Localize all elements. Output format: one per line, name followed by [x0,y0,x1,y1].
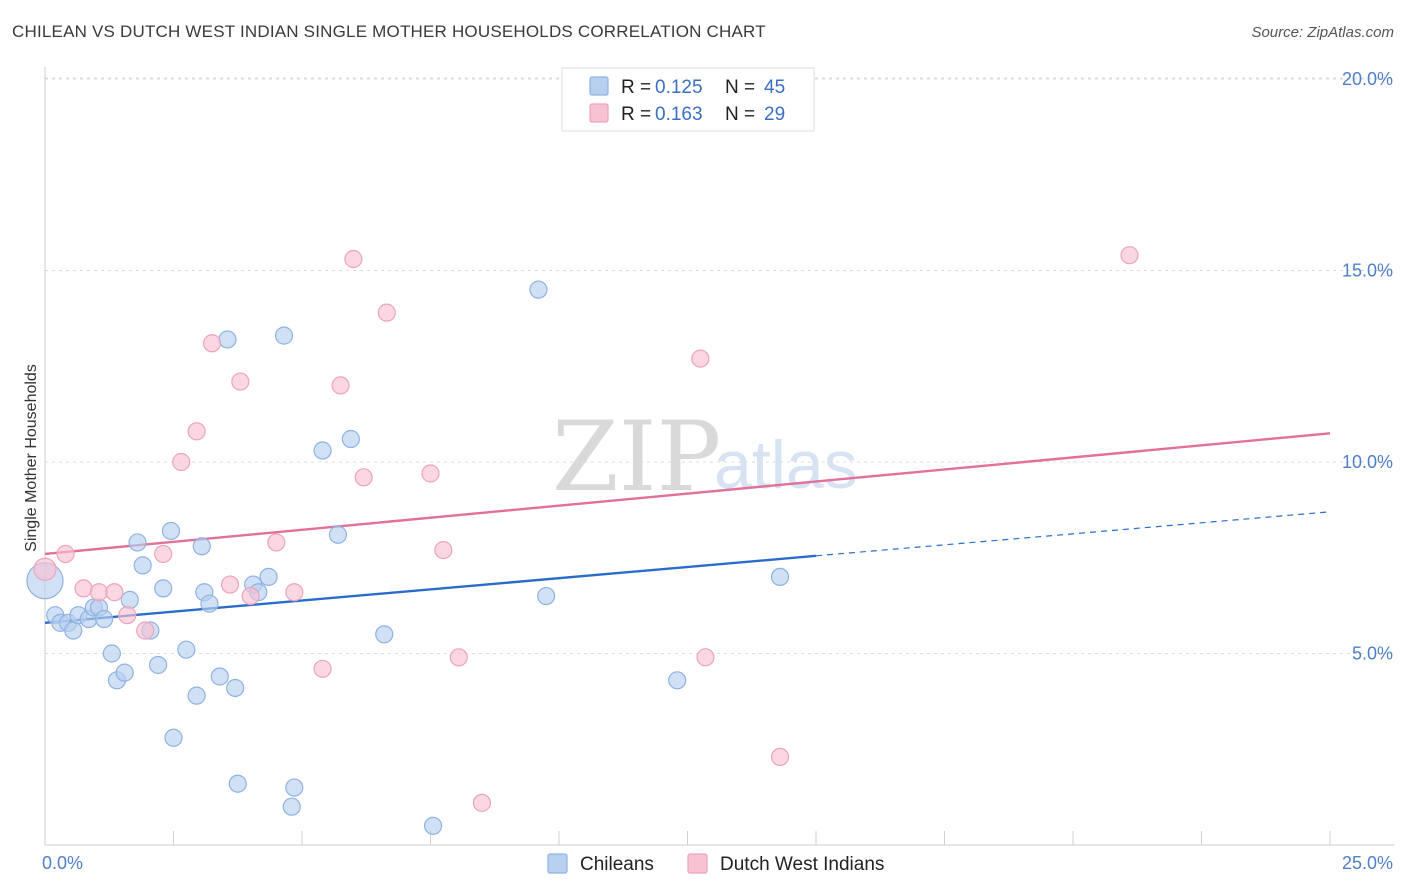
y-tick-label: 5.0% [1352,644,1393,664]
legend-n-label: N = [725,77,755,98]
point-chileans [341,429,360,449]
point-chileans [95,609,114,629]
y-tick-label: 10.0% [1342,452,1393,472]
point-chileans [200,594,219,613]
trend-lines [44,432,1331,625]
source-credit: Source: ZipAtlas.com [1251,24,1394,41]
legend-n-value: 45 [764,77,785,98]
bottom-legend-swatch-dutch-west-indians [687,853,708,874]
point-dutch-west-indians [136,621,155,640]
point-chileans [282,797,301,816]
point-dutch-west-indians [344,249,363,269]
point-chileans [120,590,139,609]
point-chileans [210,667,229,686]
legend-n-label: N = [725,104,755,125]
legend: R = 0.125 N = 45 R = 0.163 N = 29 [561,67,815,132]
point-chileans [148,655,168,675]
point-chileans [668,671,687,690]
point-dutch-west-indians [285,583,304,602]
watermark: ZIP atlas [552,401,858,513]
point-dutch-west-indians [202,334,222,353]
point-chileans [537,586,556,606]
point-dutch-west-indians [241,586,260,606]
point-dutch-west-indians [696,648,715,667]
point-chileans [192,537,211,556]
point-chileans [164,728,183,747]
legend-r-value: 0.163 [655,104,703,125]
point-dutch-west-indians [105,583,124,602]
point-dutch-west-indians [377,303,396,322]
point-dutch-west-indians [154,544,173,564]
y-tick-label: 20.0% [1342,69,1393,89]
chart-title: CHILEAN VS DUTCH WEST INDIAN SINGLE MOTH… [12,22,766,41]
point-chileans [274,326,294,345]
point-dutch-west-indians [434,540,453,560]
point-chileans [133,556,152,575]
point-chileans [102,644,121,663]
point-dutch-west-indians [313,659,332,678]
point-dutch-west-indians [331,376,350,395]
point-chileans [228,774,247,793]
grid-lines [45,77,1395,654]
legend-r-value: 0.125 [655,77,703,98]
point-chileans [770,567,790,587]
point-chileans [128,533,147,552]
trend-line-chileans [44,554,817,625]
watermark-zip: ZIP [552,401,721,513]
bottom-legend-swatch-chileans [547,853,568,874]
watermark-atlas: atlas [714,427,858,503]
point-dutch-west-indians [172,452,191,472]
point-chileans [226,678,245,698]
bottom-legend-label-chileans: Chileans [580,854,654,875]
x-tick-labels: 0.0% 25.0% [42,853,1393,873]
point-dutch-west-indians [231,372,250,391]
point-chileans [328,525,348,544]
point-dutch-west-indians [449,648,468,667]
trend-line-dutch-west-indians [44,432,1331,556]
legend-swatch-chileans [589,76,609,96]
point-dutch-west-indians [74,579,93,598]
point-chileans [423,816,443,835]
data-points [26,246,1139,835]
point-dutch-west-indians [770,747,790,767]
point-dutch-west-indians [220,575,240,594]
x-tick-label: 25.0% [1342,853,1393,873]
point-dutch-west-indians [267,533,286,552]
legend-n-value: 29 [764,104,785,125]
y-axis-label: Single Mother Households [23,364,40,552]
point-dutch-west-indians [33,557,57,581]
legend-r-label: R = [621,77,651,98]
point-dutch-west-indians [421,464,440,483]
bottom-legend: Chileans Dutch West Indians [547,853,884,875]
point-chileans [177,640,196,659]
point-dutch-west-indians [691,349,710,368]
x-tick-label: 0.0% [42,853,83,873]
point-dutch-west-indians [118,606,137,625]
point-dutch-west-indians [56,544,75,564]
trend-line-extension-chileans [815,511,1331,557]
point-chileans [285,778,304,797]
legend-r-label: R = [621,104,651,125]
point-chileans [375,625,394,644]
point-dutch-west-indians [187,422,206,441]
point-dutch-west-indians [1120,246,1139,265]
y-tick-labels: 5.0% 10.0% 15.0% 20.0% [1342,69,1393,664]
point-chileans [154,579,173,598]
point-dutch-west-indians [354,468,373,487]
point-chileans [64,621,83,640]
legend-swatch-dutch-west-indians [589,103,609,123]
point-dutch-west-indians [89,583,109,602]
bottom-legend-label-dutch-west-indians: Dutch West Indians [720,854,884,875]
point-chileans [218,330,237,349]
point-chileans [259,567,278,587]
point-dutch-west-indians [472,793,491,812]
point-chileans [187,686,206,705]
point-chileans [313,441,332,460]
point-chileans [161,521,181,541]
point-chileans [529,280,548,299]
y-tick-label: 15.0% [1342,261,1393,281]
point-chileans [115,663,134,682]
